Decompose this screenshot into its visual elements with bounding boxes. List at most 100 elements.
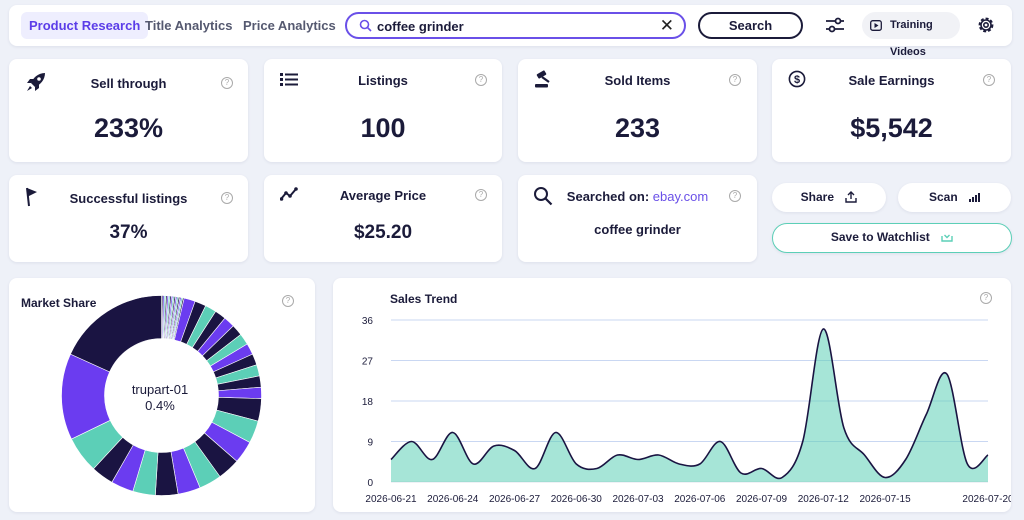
help-icon[interactable]: ? xyxy=(983,74,995,86)
tab-price-analytics[interactable]: Price Analytics xyxy=(243,18,336,33)
download-tray-icon xyxy=(941,234,953,242)
data-point[interactable] xyxy=(800,439,806,445)
sell-through-title: Sell through xyxy=(90,76,167,91)
help-icon[interactable]: ? xyxy=(980,292,992,304)
svg-text:$: $ xyxy=(794,74,800,86)
dollar-circle-icon: $ xyxy=(788,70,806,88)
data-point[interactable] xyxy=(964,461,970,467)
tab-product-research[interactable]: Product Research xyxy=(21,12,149,39)
filter-sliders-icon[interactable] xyxy=(825,17,845,33)
x-tick-label: 2026-06-27 xyxy=(489,494,541,505)
data-point[interactable] xyxy=(553,430,559,436)
scan-button[interactable]: Scan xyxy=(898,183,1011,212)
data-point[interactable] xyxy=(470,461,476,467)
data-point[interactable] xyxy=(656,452,662,458)
help-icon[interactable]: ? xyxy=(475,189,487,201)
marketplace-link[interactable]: ebay.com xyxy=(652,189,709,204)
flag-icon xyxy=(26,187,37,207)
help-icon[interactable]: ? xyxy=(729,74,741,86)
average-price-card: Average Price ? $25.20 xyxy=(264,175,502,262)
data-point[interactable] xyxy=(903,457,909,463)
successful-listings-title: Successful listings xyxy=(69,191,188,206)
search-input[interactable] xyxy=(377,17,657,35)
data-point[interactable] xyxy=(429,457,435,463)
data-point[interactable] xyxy=(841,425,847,431)
sales-trend-line xyxy=(390,328,989,480)
help-icon[interactable]: ? xyxy=(729,190,741,202)
sold-items-title: Sold Items xyxy=(604,73,671,88)
search-icon xyxy=(534,187,553,206)
listings-card: Listings ? 100 xyxy=(264,59,502,162)
data-point[interactable] xyxy=(882,475,888,481)
data-point[interactable] xyxy=(450,430,456,436)
sell-through-value: 233% xyxy=(93,113,164,143)
data-point[interactable] xyxy=(944,371,950,377)
share-button[interactable]: Share xyxy=(772,183,886,212)
training-videos-button[interactable]: Training Videos xyxy=(862,12,960,58)
x-tick-label: 2026-07-12 xyxy=(798,494,850,505)
y-tick-label: 9 xyxy=(367,438,373,449)
help-icon[interactable]: ? xyxy=(282,295,294,307)
data-point[interactable] xyxy=(985,452,991,458)
sale-earnings-card: $ Sale Earnings ? $5,542 xyxy=(772,59,1011,162)
data-point[interactable] xyxy=(697,461,703,467)
share-label: Share xyxy=(800,190,834,204)
help-icon[interactable]: ? xyxy=(221,192,233,204)
data-point[interactable] xyxy=(738,470,744,476)
donut-segment[interactable] xyxy=(70,295,162,373)
sell-through-card: Sell through ? 233% xyxy=(9,59,248,162)
rocket-icon xyxy=(27,73,45,91)
save-to-watchlist-label: Save to Watchlist xyxy=(830,230,930,244)
x-tick-label: 2026-07-06 xyxy=(674,494,726,505)
clear-search-icon[interactable]: ✕ xyxy=(659,16,674,35)
sales-trend-title: Sales Trend xyxy=(390,292,458,306)
search-button[interactable]: Search xyxy=(698,12,803,39)
data-point[interactable] xyxy=(388,457,394,463)
data-point[interactable] xyxy=(532,466,538,472)
data-point[interactable] xyxy=(573,461,579,467)
data-point[interactable] xyxy=(759,466,765,472)
x-tick-label: 2026-06-30 xyxy=(551,494,603,505)
data-point[interactable] xyxy=(491,443,497,449)
x-tick-label: 2026-06-21 xyxy=(365,494,417,505)
sales-trend-area xyxy=(391,328,988,482)
top-navigation-bar: Product Research Title Analytics Price A… xyxy=(9,5,1012,58)
search-icon xyxy=(359,19,372,32)
donut-center-value: 0.4% xyxy=(145,398,175,413)
y-tick-label: 36 xyxy=(362,316,374,327)
data-point[interactable] xyxy=(717,439,723,445)
x-tick-label: 2026-06-24 xyxy=(427,494,479,505)
sales-trend-chart: 0 9 18 27 36 2026-06-21 2026-06-24 2026-06-27 20… xyxy=(362,316,1011,505)
data-point[interactable] xyxy=(779,475,785,481)
help-icon[interactable]: ? xyxy=(221,77,233,89)
help-icon[interactable]: ? xyxy=(475,74,487,86)
average-price-title: Average Price xyxy=(339,188,427,203)
average-price-value: $25.20 xyxy=(353,222,413,243)
data-point[interactable] xyxy=(820,326,826,332)
data-point[interactable] xyxy=(676,461,682,467)
data-point[interactable] xyxy=(594,466,600,472)
y-tick-label: 0 xyxy=(367,478,373,489)
x-tick-label: 2026-07-09 xyxy=(736,494,788,505)
tab-title-analytics[interactable]: Title Analytics xyxy=(145,18,233,33)
upload-icon xyxy=(845,191,858,203)
training-videos-label: Training Videos xyxy=(890,19,933,58)
signal-bars-icon xyxy=(969,193,981,202)
listings-title: Listings xyxy=(358,73,408,88)
data-point[interactable] xyxy=(614,452,620,458)
searched-on-card: Searched on: ebay.com ? coffee grinder xyxy=(518,175,757,262)
save-to-watchlist-button[interactable]: Save to Watchlist xyxy=(772,223,1012,253)
sale-earnings-title: Sale Earnings xyxy=(848,73,935,88)
data-point[interactable] xyxy=(635,457,641,463)
market-share-title: Market Share xyxy=(21,296,97,310)
data-point[interactable] xyxy=(512,448,518,454)
market-share-donut-chart xyxy=(61,295,262,496)
gear-icon[interactable] xyxy=(976,15,996,35)
data-point[interactable] xyxy=(923,412,929,418)
play-video-icon xyxy=(870,20,882,31)
sold-items-card: Sold Items ? 233 xyxy=(518,59,757,162)
x-tick-label: 2026-07-20 xyxy=(962,494,1011,505)
data-point[interactable] xyxy=(409,439,415,445)
trend-line-icon xyxy=(280,187,298,201)
data-point[interactable] xyxy=(861,452,867,458)
